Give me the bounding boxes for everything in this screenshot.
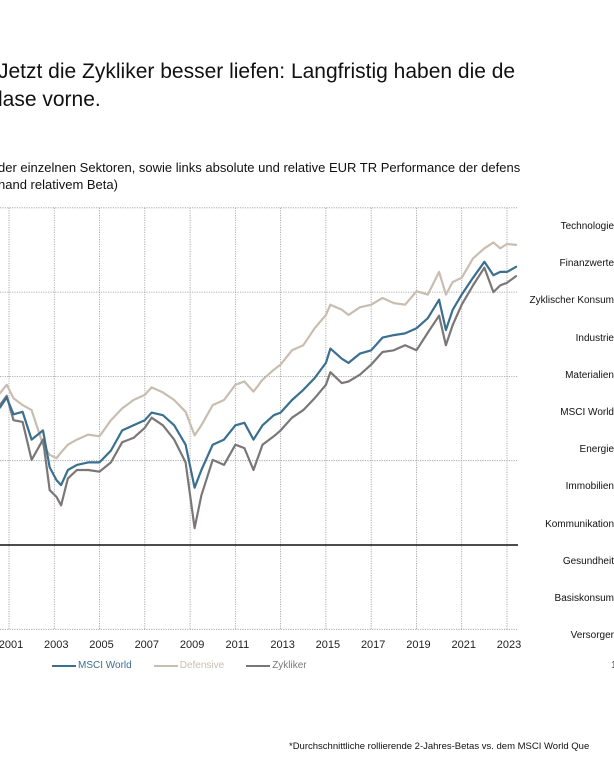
legend-label-defensive: Defensive — [179, 660, 225, 671]
sector-label: MSCI World — [560, 407, 614, 418]
sector-label: Materialien — [565, 369, 614, 381]
x-tick-label: 2013 — [270, 639, 294, 651]
x-tick-label: 2011 — [226, 639, 250, 651]
x-tick-label: 2009 — [180, 639, 204, 651]
x-tick-label: 2021 — [451, 639, 475, 651]
sector-label: Finanzwerte — [559, 258, 614, 270]
x-tick-label: 2005 — [89, 639, 113, 651]
footnote: *Durchschnittliche rollierende 2-Jahres-… — [289, 741, 590, 752]
legend: MSCI World Defensive Zykliker — [52, 660, 329, 671]
sector-label: Basiskonsum — [554, 593, 614, 604]
x-tick-label: 2019 — [406, 639, 430, 651]
legend-swatch-msci-world — [52, 664, 76, 667]
legend-label-msci-world: MSCI World — [78, 660, 132, 671]
chart-title-line-1: Jetzt die Zykliker besser liefen: Langfr… — [0, 60, 516, 83]
sector-label: Kommunikation — [545, 518, 614, 530]
x-tick-label: 2001 — [0, 639, 23, 651]
legend-item-msci-world: MSCI World — [52, 660, 132, 671]
series-lines — [0, 241, 518, 530]
x-axis-ticks: 2001 2003 2005 2007 2009 2011 2013 2015 2017 2019… — [0, 639, 521, 651]
legend-swatch-zykliker — [246, 664, 271, 667]
x-tick-label: 2003 — [44, 639, 68, 651]
sector-label: Technologie — [560, 221, 614, 232]
sector-label: Gesundheit — [562, 555, 614, 567]
x-tick-label: 2017 — [361, 639, 385, 651]
gridlines — [0, 207, 518, 630]
chart-title-line-2: lase vorne. — [0, 88, 101, 111]
legend-label-zykliker: Zykliker — [272, 660, 307, 671]
chart-subtitle: der einzelnen Sektoren, sowie links abso… — [0, 159, 520, 193]
chart-subtitle-line-2: hand relativem Beta) — [0, 177, 118, 192]
sector-label: Immobilien — [565, 481, 614, 493]
x-tick-label: 2015 — [316, 639, 340, 651]
legend-item-zykliker: Zykliker — [246, 660, 307, 671]
chart-title: Jetzt die Zykliker besser liefen: Langfr… — [0, 58, 614, 114]
chart-subtitle-line-1: der einzelnen Sektoren, sowie links abso… — [0, 160, 521, 175]
clipped-glyph: 1 — [611, 660, 614, 671]
sector-label: Zyklischer Konsum — [529, 295, 614, 307]
x-tick-label: 2007 — [135, 639, 159, 651]
series-line-zykliker — [0, 266, 518, 530]
x-tick-label: 2023 — [497, 639, 521, 651]
sector-label: Energie — [579, 444, 614, 456]
sector-label: Industrie — [575, 332, 614, 344]
series-line-msci-world — [0, 260, 518, 489]
series-line-defensive — [0, 241, 518, 460]
legend-swatch-defensive — [153, 664, 178, 667]
sector-label: Versorger — [570, 630, 614, 642]
legend-item-defensive: Defensive — [153, 660, 225, 671]
